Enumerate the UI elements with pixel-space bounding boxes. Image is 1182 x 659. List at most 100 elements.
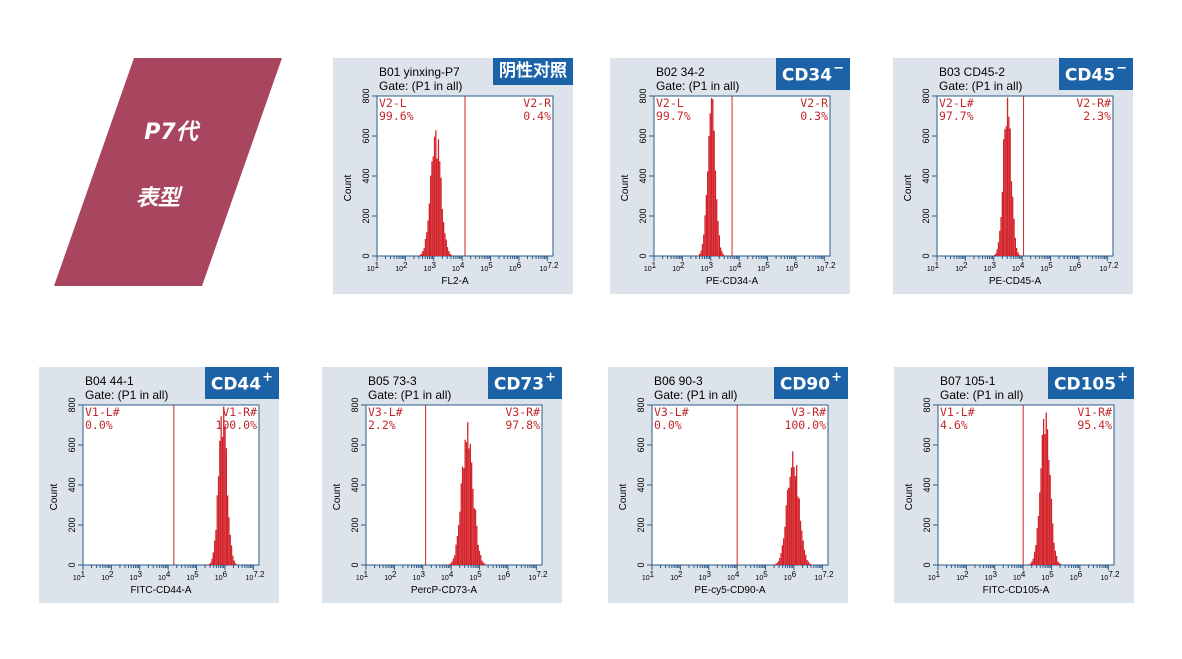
plot-area [365, 404, 543, 566]
y-tick-label: 400 [636, 477, 646, 492]
histogram-bin [802, 540, 804, 565]
histogram-bin [720, 247, 722, 256]
x-axis-label: FITC-CD44-A [130, 585, 192, 596]
banner-parallelogram: P7代 表型 [54, 58, 282, 286]
histogram-bin [1030, 563, 1032, 565]
histogram-bars [773, 451, 813, 565]
marker-badge-sign: + [545, 370, 556, 385]
chart-title: B06 90-3 [654, 374, 703, 388]
left-region-label: V3-L# [654, 405, 689, 419]
histogram-bin [474, 509, 477, 565]
histogram-bin [1004, 129, 1006, 256]
x-tick-exponent: 1 [652, 261, 657, 270]
marker-badge-sign: − [1116, 61, 1127, 76]
right-region-label: V1-R# [222, 405, 257, 419]
y-tick-label: 800 [921, 88, 931, 103]
histogram-bin [999, 230, 1001, 256]
histogram-bin [440, 177, 442, 256]
y-tick-label: 800 [67, 397, 77, 412]
histogram-bin [220, 416, 222, 565]
y-tick-label: 200 [350, 517, 360, 532]
y-axis: 0 200 400 600 800 [921, 88, 937, 259]
x-tick-label: 104 [1013, 570, 1026, 582]
y-axis: 0 200 400 600 800 [638, 88, 654, 259]
histogram-bin [705, 194, 707, 256]
x-tick-label: 102 [956, 570, 969, 582]
y-tick-label: 200 [638, 208, 648, 223]
histogram-bin [1006, 97, 1009, 256]
y-axis: 0 200 400 600 800 [922, 397, 938, 568]
x-tick-label: 105 [186, 570, 199, 582]
histogram-bin [424, 238, 427, 256]
left-region-value: 97.7% [939, 109, 974, 123]
histogram-bin [467, 422, 469, 565]
x-tick-exponent: 3 [431, 261, 436, 270]
histogram-bin [1009, 128, 1011, 256]
x-tick-label: 101 [642, 570, 655, 582]
histogram-bin [423, 248, 425, 256]
histogram-bars [207, 406, 238, 565]
x-tick-exponent: 2 [964, 570, 969, 579]
histogram-bin [788, 487, 790, 565]
histogram-bin [723, 255, 726, 256]
histogram-bin [789, 476, 791, 565]
histogram-bin [1044, 434, 1046, 565]
right-region-value: 0.3% [800, 109, 828, 123]
histogram-bin [232, 555, 234, 565]
marker-badge-sign: + [262, 370, 273, 385]
right-region-value: 100.0% [784, 418, 826, 432]
histogram-panel-b01: 0 200 400 600 800 Count 101 102 103 104 105 106 107.… [333, 58, 573, 294]
y-tick-label: 400 [921, 168, 931, 183]
histogram-bin [785, 505, 787, 565]
histogram-bin [1028, 564, 1030, 565]
histogram-bin [1010, 181, 1013, 256]
x-tick-exponent: 4 [449, 570, 454, 579]
histogram-panel-b06: 0 200 400 600 800 Count 101 102 103 104 105 106 107.… [608, 367, 848, 603]
histogram-bin [452, 255, 454, 256]
gate-label: Gate: (P1 in all) [940, 388, 1024, 402]
histogram-panel-b03: 0 200 400 600 800 Count 101 102 103 104 105 106 107.… [893, 58, 1133, 294]
x-tick-label: 104 [441, 570, 454, 582]
marker-badge-text: CD44 [210, 374, 262, 395]
x-tick-exponent: 4 [735, 570, 740, 579]
right-region-label: V2-R [523, 96, 551, 110]
histogram-bin [441, 208, 443, 256]
y-tick-label: 200 [636, 517, 646, 532]
histogram-bin [807, 561, 809, 565]
histogram-bin [699, 253, 701, 256]
left-region-label: V1-L# [85, 405, 120, 419]
x-tick-label: 106 [498, 570, 511, 582]
x-tick-label: 101 [928, 570, 941, 582]
x-axis: 101 102 103 104 105 106 107.2 [356, 565, 548, 582]
histogram-bin [439, 161, 441, 256]
histogram-bin [212, 552, 214, 565]
histogram-bin [775, 563, 777, 565]
histogram-bin [790, 467, 793, 565]
histogram-bin [431, 161, 433, 256]
histogram-bin [463, 468, 465, 565]
left-region-value: 0.0% [654, 418, 682, 432]
histogram-bin [215, 529, 217, 565]
histogram-bin [228, 517, 230, 565]
histogram-bin [996, 249, 998, 256]
x-tick-label: 107.2 [540, 261, 559, 273]
histogram-bin [796, 465, 798, 565]
y-tick-label: 800 [638, 88, 648, 103]
histogram-bin [476, 525, 478, 565]
y-tick-label: 0 [350, 562, 360, 567]
x-axis-label: FITC-CD105-A [982, 585, 1050, 596]
left-region-label: V3-L# [368, 405, 403, 419]
x-tick-label: 106 [509, 261, 522, 273]
histogram-bin [443, 222, 445, 256]
histogram-bin [1012, 196, 1014, 256]
y-tick-label: 200 [361, 208, 371, 223]
x-axis: 101 102 103 104 105 106 107.2 [367, 256, 559, 273]
histogram-bin [806, 560, 808, 565]
x-tick-label: 101 [73, 570, 86, 582]
histogram-bin [456, 536, 458, 565]
right-region-value: 97.8% [505, 418, 540, 432]
right-region-label: V3-R# [791, 405, 826, 419]
histogram-bin [1048, 459, 1050, 565]
left-region-label: V1-L# [940, 405, 975, 419]
histogram-bin [776, 562, 778, 565]
